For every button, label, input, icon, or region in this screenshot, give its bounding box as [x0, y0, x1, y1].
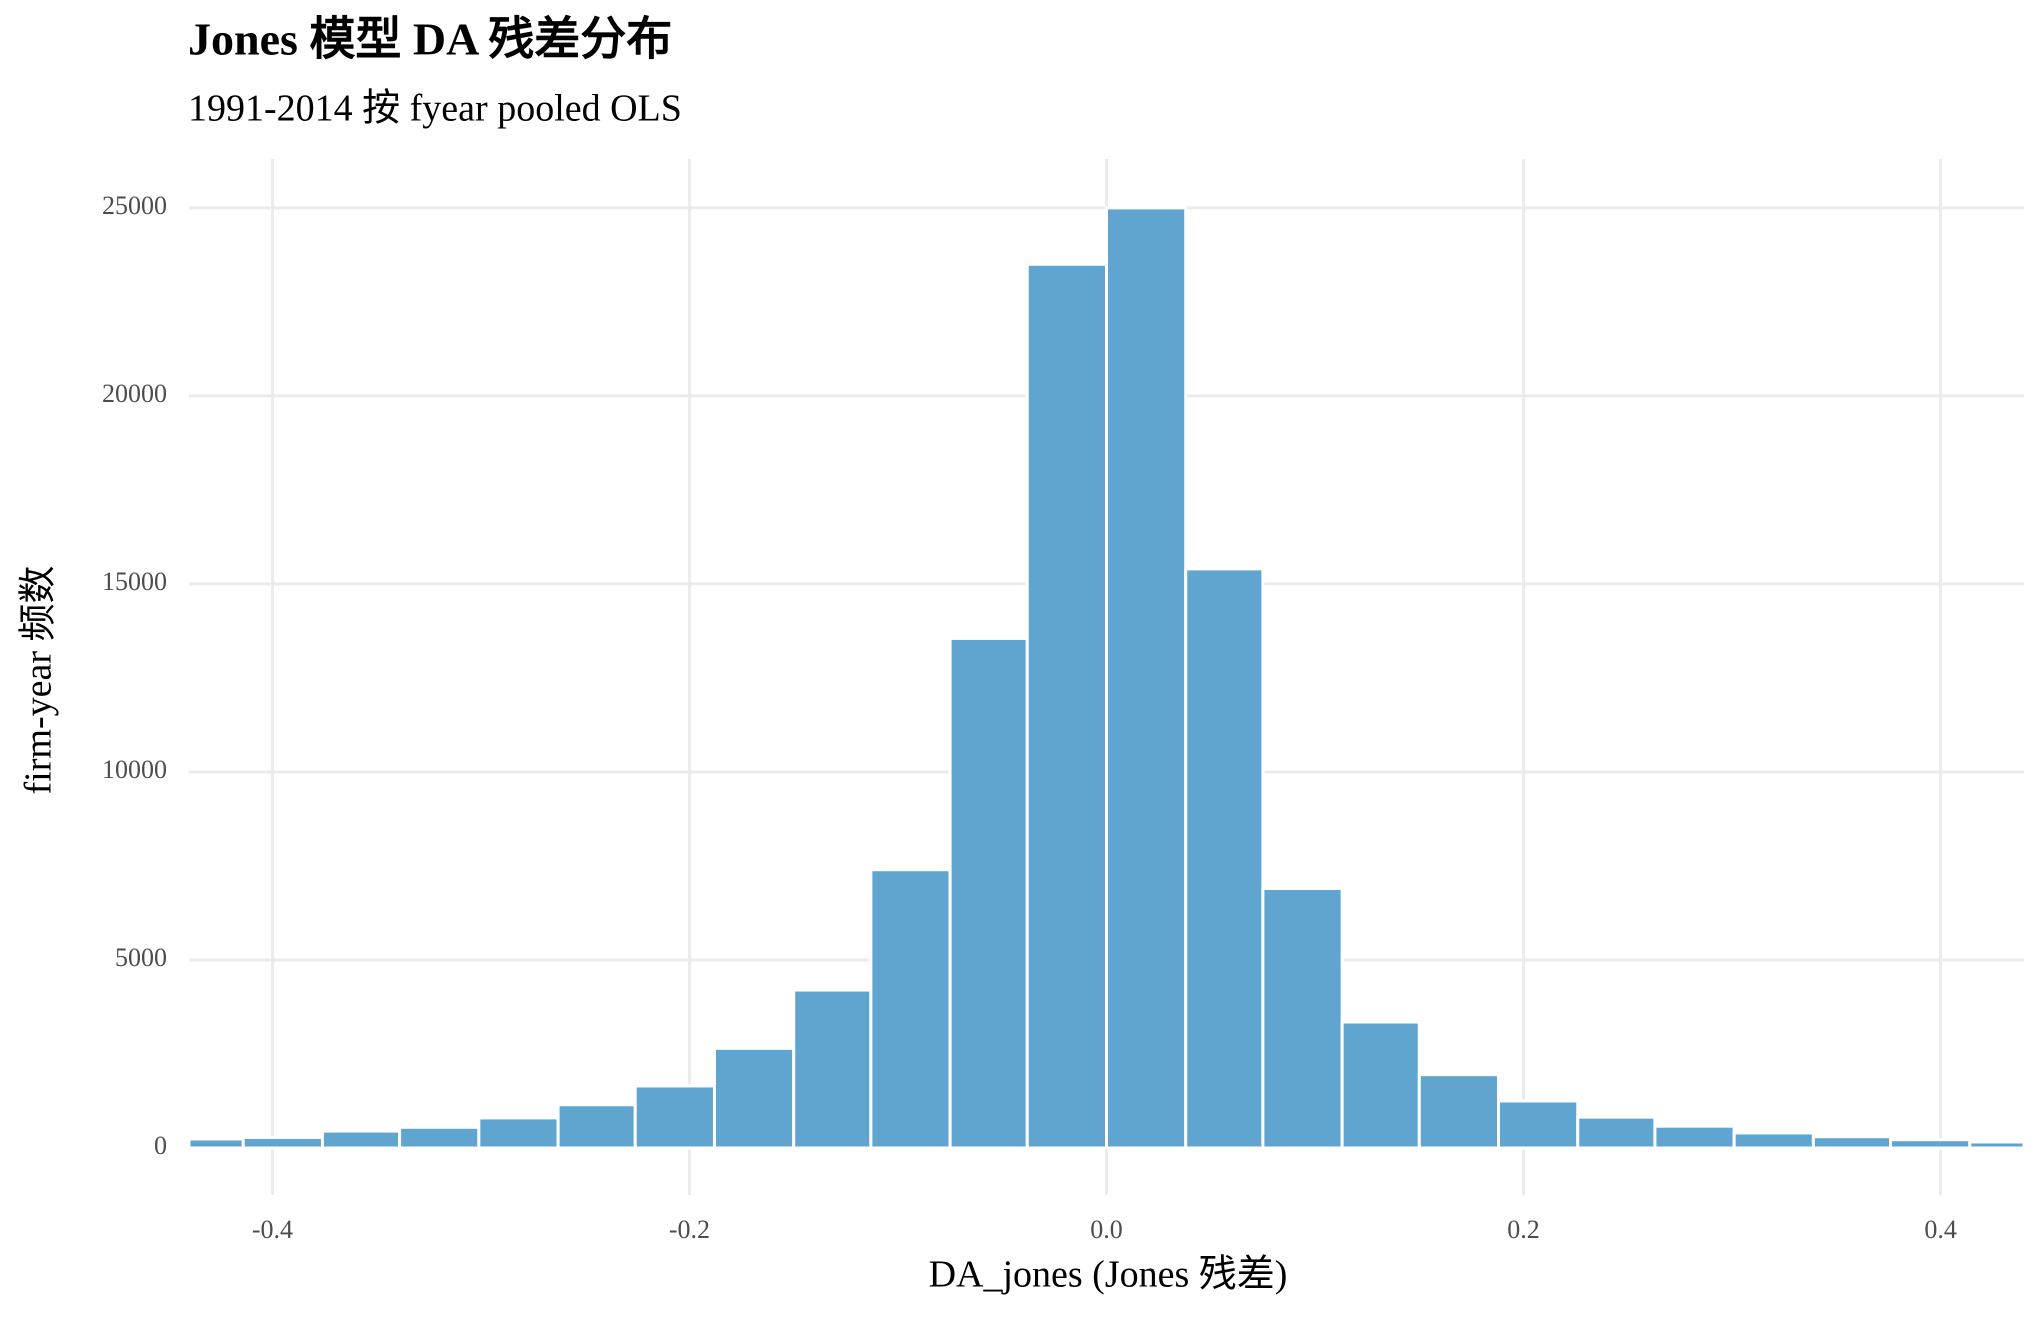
bar — [1497, 1099, 1580, 1150]
y-tick-label: 0 — [154, 1131, 167, 1160]
chart-title: Jones 模型 DA 残差分布 — [188, 14, 672, 65]
bar — [1732, 1131, 1815, 1150]
bar — [948, 636, 1029, 1150]
chart-subtitle: 1991-2014 按 fyear pooled OLS — [188, 88, 682, 130]
bar — [1025, 262, 1108, 1150]
bar — [241, 1135, 324, 1150]
x-tick-label: 0.2 — [1507, 1215, 1540, 1244]
y-axis-title: firm-year 频数 — [18, 566, 60, 795]
x-tick-label: -0.2 — [669, 1215, 710, 1244]
bar — [1340, 1020, 1421, 1150]
bar — [1653, 1124, 1736, 1150]
bar — [712, 1046, 796, 1150]
y-tick-label: 5000 — [115, 943, 167, 972]
bar — [1889, 1138, 1972, 1150]
bar — [1417, 1073, 1501, 1150]
bar — [320, 1129, 402, 1150]
bar — [1184, 567, 1265, 1150]
bar — [1576, 1115, 1657, 1150]
y-tick-label: 25000 — [102, 191, 167, 220]
bar — [477, 1116, 560, 1150]
bar — [187, 1137, 245, 1150]
x-tick-label: 0.0 — [1090, 1215, 1123, 1244]
bar — [1968, 1140, 2026, 1150]
bar — [1105, 206, 1188, 1150]
bar — [1811, 1135, 1893, 1150]
bar — [398, 1125, 481, 1150]
y-tick-label: 20000 — [102, 379, 167, 408]
y-tick-label: 15000 — [102, 567, 167, 596]
bar — [869, 868, 952, 1150]
bar — [556, 1103, 637, 1150]
x-tick-label: 0.4 — [1924, 1215, 1957, 1244]
bar — [633, 1084, 716, 1150]
y-tick-label: 10000 — [102, 755, 167, 784]
bar — [1261, 887, 1344, 1150]
x-tick-label: -0.4 — [252, 1215, 293, 1244]
x-axis-title: DA_jones (Jones 残差) — [929, 1254, 1288, 1296]
bar — [792, 988, 873, 1150]
